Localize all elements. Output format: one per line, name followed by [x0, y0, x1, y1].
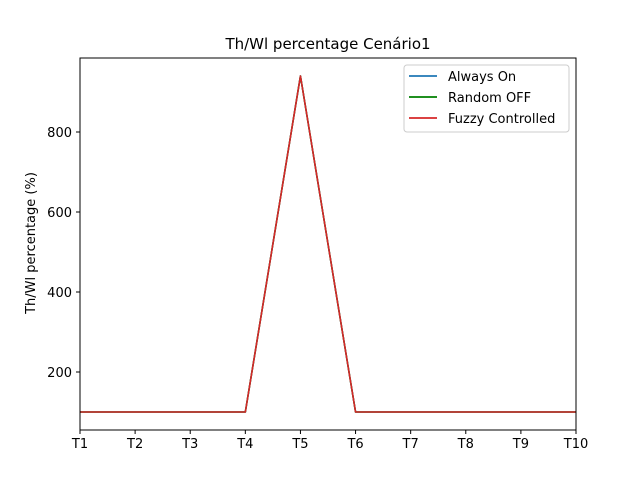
y-axis-label: Th/Wl percentage (%) [24, 172, 39, 315]
x-tick-label: T3 [181, 437, 198, 452]
legend-label: Fuzzy Controlled [448, 112, 555, 127]
x-tick-label: T1 [71, 437, 88, 452]
y-tick-label: 400 [47, 286, 72, 301]
x-tick-label: T2 [126, 437, 143, 452]
legend-label: Random OFF [448, 91, 531, 106]
legend-label: Always On [448, 70, 516, 85]
plot-frame [79, 57, 577, 431]
x-tick-label: T8 [457, 437, 474, 452]
legend: Always On Random OFF Fuzzy Controlled [403, 64, 570, 133]
x-tick-label: T7 [402, 437, 419, 452]
y-tick-label: 800 [47, 126, 72, 141]
x-tick-label: T6 [346, 437, 363, 452]
chart-title: Th/Wl percentage Cenário1 [224, 35, 430, 53]
legend-box [403, 64, 570, 133]
y-tick-label: 200 [47, 366, 72, 381]
plot-area: T1 T2 T3 T4 T5 T6 T7 T8 T9 T10 200 400 600 800 [47, 57, 588, 452]
series-line-fuzzy-controlled [80, 75, 576, 413]
x-tick-label: T5 [291, 437, 308, 452]
y-tick-label: 600 [47, 206, 72, 221]
x-tick-label: T10 [563, 437, 588, 452]
x-tick-label: T4 [236, 437, 253, 452]
x-tick-label: T9 [512, 437, 529, 452]
